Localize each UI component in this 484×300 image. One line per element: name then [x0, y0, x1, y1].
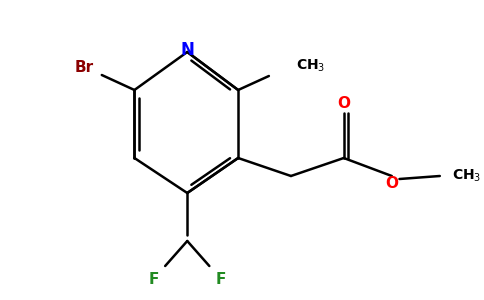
Text: CH$_3$: CH$_3$	[296, 58, 325, 74]
Text: F: F	[149, 272, 159, 286]
Text: CH$_3$: CH$_3$	[452, 168, 482, 184]
Text: Br: Br	[75, 61, 94, 76]
Text: O: O	[337, 95, 350, 110]
Text: N: N	[181, 41, 194, 59]
Text: F: F	[216, 272, 226, 286]
Text: O: O	[385, 176, 398, 191]
